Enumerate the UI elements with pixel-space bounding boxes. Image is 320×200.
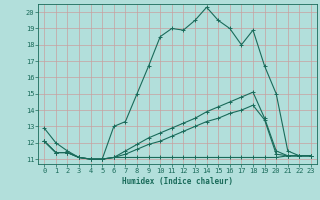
X-axis label: Humidex (Indice chaleur): Humidex (Indice chaleur) — [122, 177, 233, 186]
